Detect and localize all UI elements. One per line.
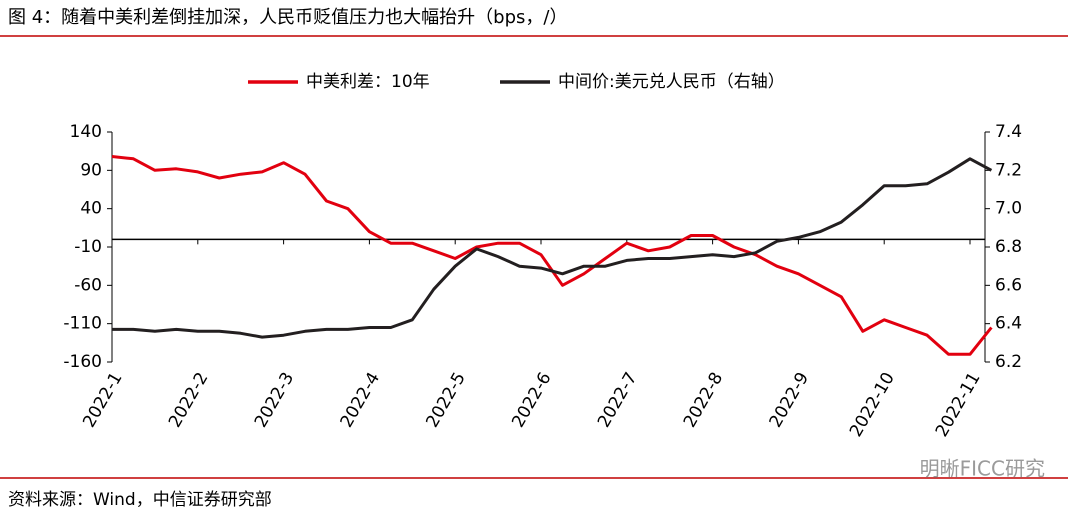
legend-label: 中间价:美元兑人民币（右轴） [558,72,785,92]
watermark: 明晰FICC研究 [920,457,1045,481]
y2-tick-label: 6.4 [995,314,1022,334]
y2-tick-label: 7.4 [995,122,1022,142]
series-line [111,155,993,356]
series-line [112,157,993,339]
y2-tick-label: 7.2 [995,160,1022,180]
x-tick-label: 2022-5 [422,369,469,431]
y-tick-label: -10 [74,237,102,257]
x-tick-label: 2022-6 [508,369,555,431]
x-tick-label: 2022-2 [165,369,212,431]
y-tick-label: 140 [70,122,102,142]
y-tick-label: 40 [80,199,102,219]
y-tick-label: 90 [80,160,102,180]
legend-label: 中美利差：10年 [306,72,430,92]
source: 资料来源：Wind，中信证券研究部 [8,490,272,510]
x-tick-label: 2022-9 [766,369,813,431]
x-tick-label: 2022-4 [337,369,384,431]
x-tick-label: 2022-3 [251,369,298,431]
y2-tick-label: 7.0 [995,199,1022,219]
y2-tick-label: 6.6 [995,275,1022,295]
y2-tick-label: 6.2 [995,352,1022,372]
x-tick-label: 2022-10 [846,369,899,441]
x-tick-label: 2022-1 [79,369,126,431]
y-tick-label: -160 [63,352,102,372]
y-tick-label: -110 [63,314,102,334]
x-tick-label: 2022-8 [680,369,727,431]
y-tick-label: -60 [74,275,102,295]
chart-title: 图 4：随着中美利差倒挂加深，人民币贬值压力也大幅抬升（bps，/） [8,7,567,28]
y2-tick-label: 6.8 [995,237,1022,257]
x-tick-label: 2022-11 [932,369,985,441]
x-tick-label: 2022-7 [594,369,641,431]
